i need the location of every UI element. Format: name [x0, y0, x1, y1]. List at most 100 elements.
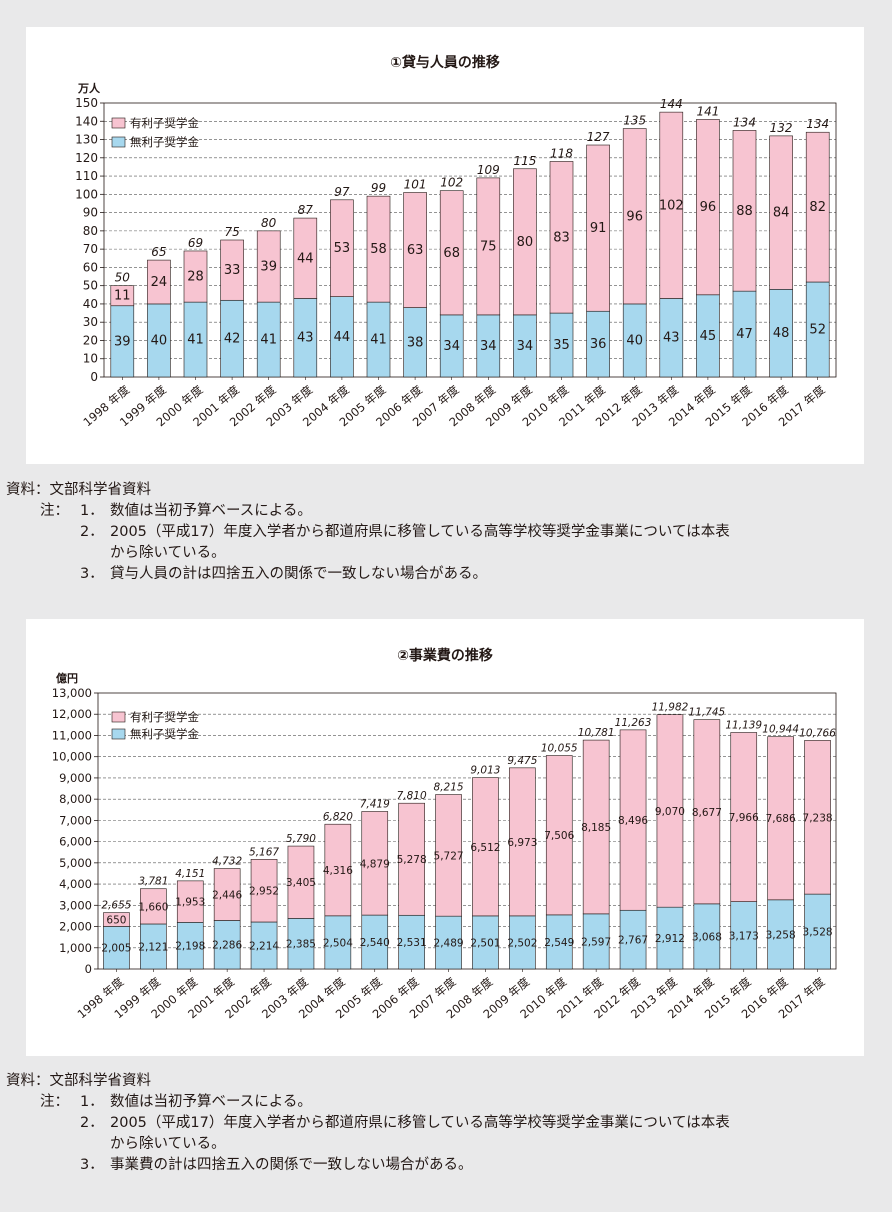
data-label-interest: 8,677 [692, 807, 722, 819]
bar-interest [693, 719, 721, 905]
data-label-interest: 102 [659, 198, 684, 213]
data-label-total: 10,766 [799, 727, 836, 739]
data-label-total: 10,781 [578, 727, 615, 739]
note-label: 注： [40, 503, 69, 519]
y-tick-label: 10 [83, 352, 98, 366]
y-tick-label: 50 [83, 279, 98, 293]
bar-free [545, 914, 573, 970]
data-label-free: 40 [626, 333, 643, 348]
data-label-free: 41 [187, 333, 204, 348]
note-number: 1． [80, 503, 104, 519]
data-label-total: 115 [513, 154, 536, 168]
bar-interest [509, 767, 536, 917]
bar-interest [324, 823, 352, 917]
y-tick-label: 13,000 [52, 686, 92, 700]
note-number: 3． [80, 566, 104, 582]
note-label: 注： [40, 1094, 69, 1110]
data-label-total: 134 [806, 117, 829, 131]
legend-swatch-free [111, 728, 126, 740]
bar-free [250, 921, 278, 970]
data-label-interest: 44 [297, 251, 314, 266]
note-number: 2． [80, 1115, 104, 1131]
data-label-total: 50 [115, 271, 131, 285]
bar-interest [582, 739, 610, 915]
bar-interest [804, 740, 831, 895]
data-label-free: 2,214 [249, 940, 279, 952]
bar-interest [103, 912, 130, 927]
data-label-free: 34 [443, 339, 460, 354]
data-label-total: 65 [151, 245, 166, 259]
data-label-total: 87 [298, 203, 314, 217]
data-label-total: 11,139 [725, 720, 762, 732]
data-label-interest: 8,185 [581, 822, 611, 834]
data-label-interest: 53 [334, 241, 351, 256]
data-label-free: 35 [553, 338, 570, 353]
y-tick-label: 6,000 [59, 835, 92, 849]
bar-interest [250, 859, 278, 923]
source-note: 資料：文部科学省資料 [6, 1073, 151, 1089]
y-tick-label: 0 [90, 370, 98, 384]
data-label-free: 2,198 [175, 941, 205, 953]
data-label-interest: 91 [590, 221, 607, 236]
note-number: 3． [80, 1157, 104, 1173]
data-label-free: 2,531 [397, 937, 427, 949]
data-label-total: 118 [550, 146, 573, 160]
bar-interest [293, 217, 318, 299]
y-tick-label: 120 [75, 151, 98, 165]
data-label-free: 2,767 [618, 935, 648, 947]
data-label-free: 42 [224, 332, 241, 347]
data-label-interest: 88 [736, 204, 753, 219]
data-label-interest: 7,686 [766, 813, 796, 825]
y-tick-label: 7,000 [59, 813, 92, 827]
bar-free [435, 915, 462, 970]
y-tick-label: 11,000 [52, 728, 92, 742]
data-label-free: 34 [517, 339, 534, 354]
note-text: 2005（平成17）年度入学者から都道府県に移管している高等学校等奨学金事業につ… [110, 1115, 730, 1131]
note-text-continued: から除いている。 [110, 1136, 226, 1152]
note-number: 2． [80, 524, 104, 540]
bar-interest [403, 192, 427, 308]
data-label-free: 38 [407, 335, 424, 350]
data-label-free: 41 [370, 333, 387, 348]
bar-free [767, 899, 794, 970]
bar-interest [513, 168, 537, 316]
data-label-total: 132 [770, 121, 793, 135]
data-label-total: 127 [587, 130, 610, 144]
data-label-free: 2,549 [544, 937, 574, 949]
bar-interest [476, 177, 501, 316]
y-tick-label: 20 [83, 333, 98, 347]
note-text: 2005（平成17）年度入学者から都道府県に移管している高等学校等奨学金事業につ… [110, 524, 730, 540]
data-label-interest: 7,238 [803, 812, 833, 824]
y-tick-label: 140 [75, 114, 98, 128]
chart-legend: 有利子奨学金 無利子奨学金 [111, 710, 199, 741]
bar-interest [213, 868, 241, 921]
data-label-free: 3,528 [803, 927, 833, 939]
y-tick-label: 30 [83, 315, 98, 329]
bar-interest [656, 714, 684, 908]
data-label-free: 2,121 [138, 941, 168, 953]
legend-label-interest: 有利子奨学金 [130, 116, 199, 130]
legend-swatch-interest [111, 117, 126, 129]
data-label-interest: 3,405 [286, 877, 316, 889]
bar-free [361, 914, 389, 970]
y-tick-label: 60 [83, 260, 98, 274]
data-label-interest: 2,446 [212, 890, 242, 902]
data-label-interest: 7,966 [729, 812, 759, 824]
data-label-total: 3,781 [138, 876, 168, 888]
data-label-total: 134 [733, 115, 756, 129]
bar-free [656, 906, 684, 970]
data-label-free: 45 [700, 329, 717, 344]
data-label-interest: 80 [517, 235, 534, 250]
data-label-total: 11,745 [688, 707, 725, 719]
bar-interest [176, 880, 204, 923]
data-label-total: 4,151 [175, 868, 205, 880]
bar-interest [767, 736, 794, 901]
data-label-interest: 68 [443, 246, 460, 261]
data-label-free: 3,068 [692, 931, 722, 943]
data-label-total: 11,263 [615, 717, 652, 729]
chart-loan-recipients: ①貸与人員の推移 万人 0 10 20 30 40 50 60 70 80 90 100 110 120… [75, 54, 837, 429]
bar-interest [366, 195, 391, 303]
y-tick-label: 40 [83, 297, 98, 311]
data-label-interest: 83 [553, 230, 570, 245]
y-unit-label: 万人 [77, 81, 101, 95]
